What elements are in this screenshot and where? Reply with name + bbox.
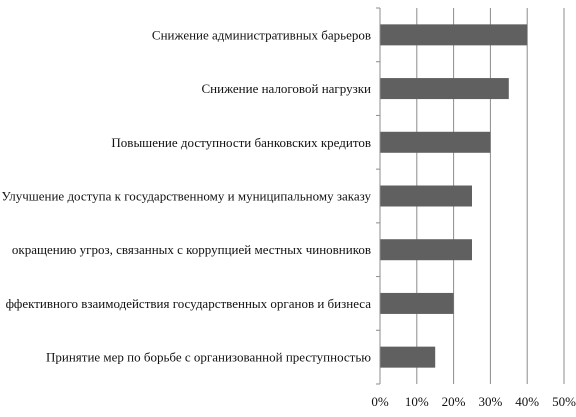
bar: [380, 131, 491, 153]
category-label: ффективного взаимодействия государственн…: [6, 296, 372, 311]
category-label: окращению угроз, связанных с коррупцией …: [12, 242, 371, 257]
bar: [380, 346, 436, 368]
bar-layer: [380, 24, 528, 368]
grid-layer: [416, 8, 565, 384]
category-label: Снижение административных барьеров: [152, 27, 371, 42]
x-tick-label: 10%: [405, 394, 429, 409]
x-tick-label: 0%: [371, 394, 389, 409]
bar: [380, 292, 454, 314]
x-tick-label: 30%: [478, 394, 502, 409]
category-label: Принятие мер по борьбе с организованной …: [46, 350, 371, 365]
category-label: Улучшение доступа к государственному и м…: [1, 189, 371, 204]
label-layer: Принятие мер по борьбе с организованной …: [1, 27, 576, 409]
category-label: Повышение доступности банковских кредито…: [111, 135, 371, 150]
bar: [380, 185, 472, 207]
x-tick-label: 50%: [552, 394, 576, 409]
bar: [380, 78, 509, 100]
bar: [380, 24, 528, 46]
axis-layer: [376, 7, 381, 385]
x-tick-label: 40%: [515, 394, 539, 409]
bar: [380, 239, 472, 261]
x-tick-label: 20%: [442, 394, 466, 409]
category-label: Снижение налоговой нагрузки: [202, 81, 372, 96]
